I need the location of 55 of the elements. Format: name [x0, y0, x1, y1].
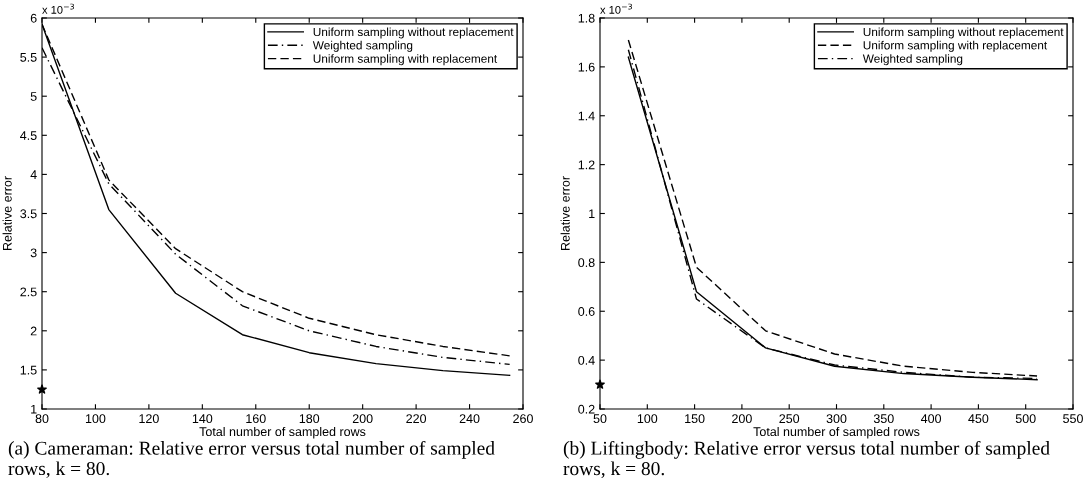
x-tick-label: 400 [920, 414, 942, 424]
y-tick-label: 1 [589, 209, 595, 219]
y-tick-label: 0.8 [578, 258, 595, 268]
y-tick-label: 4 [30, 170, 37, 179]
y-tick-label: 3.5 [20, 209, 37, 219]
x-tick-label: 500 [1015, 414, 1036, 424]
y-tick-label: 0.2 [578, 404, 595, 414]
legend-label: Weighted sampling [312, 40, 413, 52]
y-tick-label: 1.8 [578, 13, 595, 23]
legend-label: Weighted sampling [862, 54, 963, 66]
y-axis-title: Relative error [560, 176, 570, 250]
y-tick-label: 2 [30, 326, 37, 336]
x-tick-label: 100 [637, 414, 658, 424]
x-tick-label: 300 [826, 414, 847, 424]
x-tick-label: 350 [873, 414, 894, 424]
y-tick-label: 1.6 [578, 62, 595, 72]
x-tick-label: 50 [593, 414, 607, 424]
legend-label: Uniform sampling with replacement [313, 54, 498, 66]
x-tick-label: 200 [352, 414, 373, 424]
x-tick-label: 260 [513, 414, 533, 424]
y-tick-label: 1 [31, 404, 37, 414]
y-tick-label: 1.4 [578, 111, 595, 121]
x-axis-title: Total number of sampled rows [753, 426, 920, 439]
text: x 10$^{−3}$ [42, 3, 74, 14]
y-tick-label: 1.5 [20, 365, 37, 375]
text: (b) Liftingbody: Relative error versus total number of sampled rows, k = 80. [563, 440, 1050, 478]
x-tick-label: 150 [685, 414, 705, 424]
y-tick-label: 5 [30, 92, 37, 101]
x-tick-label: 120 [139, 414, 159, 424]
text: (a) Cameraman: Relative error versus total number of sampled rows, k = 80. [8, 440, 495, 478]
x-tick-label: 240 [459, 414, 480, 424]
y-tick-label: 2.5 [20, 287, 37, 297]
y-tick-label: 0.6 [578, 307, 595, 316]
x-tick-label: 180 [299, 414, 320, 424]
y-tick-label: 3 [30, 248, 37, 258]
y-axis-title: Relative error [2, 176, 12, 250]
y-tick-label: 6 [30, 13, 37, 23]
legend-label: Uniform sampling without replacement [313, 27, 514, 39]
x-tick-label: 80 [35, 414, 49, 424]
legend-label: Uniform sampling without replacement [863, 27, 1064, 39]
y-tick-label: 5.5 [20, 53, 37, 62]
x-tick-label: 550 [1063, 414, 1083, 424]
x-tick-label: 200 [732, 414, 752, 424]
x-tick-label: 220 [406, 414, 427, 424]
x-tick-label: 450 [968, 414, 989, 424]
x-tick-label: 250 [779, 414, 800, 424]
legend-label: Uniform sampling with replacement [863, 40, 1048, 52]
x-tick-label: 100 [85, 414, 106, 424]
y-tick-label: 4.5 [20, 131, 37, 140]
y-tick-label: 0.4 [578, 355, 595, 365]
x-tick-label: 140 [192, 414, 213, 424]
x-tick-label: 160 [246, 414, 266, 424]
x-axis-title: Total number of sampled rows [199, 426, 366, 439]
text: x 10$^{−3}$ [600, 3, 632, 14]
y-tick-label: 1.2 [578, 160, 595, 170]
